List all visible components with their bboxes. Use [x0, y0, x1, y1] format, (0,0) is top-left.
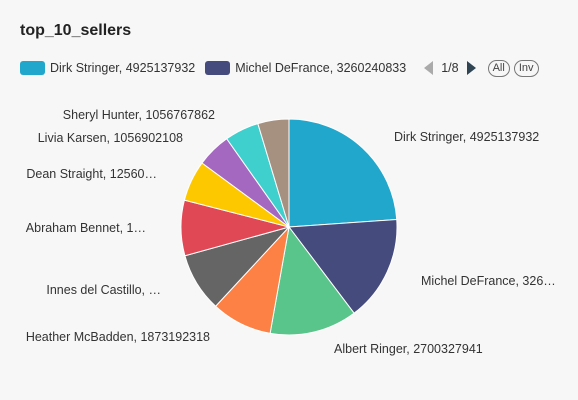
- chart-title: top_10_sellers: [20, 22, 132, 39]
- previous-page-icon[interactable]: [424, 61, 434, 75]
- slice-label: Sheryl Hunter, 1056767862: [63, 108, 215, 122]
- legend-swatch: [20, 61, 45, 75]
- slice-label: Innes del Castillo, …: [46, 283, 161, 297]
- pie-slice-michel-defrance[interactable]: [288, 218, 398, 314]
- select-all-button[interactable]: All: [487, 59, 510, 77]
- slice-label: Abraham Bennet, 1…: [26, 221, 146, 235]
- legend-pager: 1/8 All Inv: [422, 59, 539, 77]
- pie-slice-dirk-stringer[interactable]: [288, 118, 398, 228]
- slice-label: Albert Ringer, 2700327941: [334, 342, 483, 356]
- slice-label: Dirk Stringer, 4925137932: [394, 130, 539, 144]
- slice-label: Heather McBadden, 1873192318: [26, 330, 210, 344]
- legend-swatch: [205, 61, 231, 75]
- legend-label: Dirk Stringer, 4925137932: [50, 61, 196, 75]
- slice-label: Livia Karsen, 1056902108: [38, 131, 183, 145]
- pie-slice-others[interactable]: [257, 118, 290, 228]
- pie-slice-albert-ringer[interactable]: [269, 225, 355, 336]
- legend-label: Michel DeFrance, 3260240833: [235, 61, 407, 75]
- invert-selection-button[interactable]: Inv: [513, 59, 539, 77]
- legend-item-dirk-stringer[interactable]: Dirk Stringer, 4925137932: [20, 61, 195, 75]
- slice-label: Michel DeFrance, 326…: [421, 274, 556, 288]
- page-indicator: 1/8: [441, 61, 459, 75]
- legend-item-michel-defrance[interactable]: Michel DeFrance, 3260240833: [205, 61, 406, 75]
- slice-label: Dean Straight, 12560…: [26, 167, 157, 181]
- next-page-icon[interactable]: [466, 61, 476, 75]
- legend: Dirk Stringer, 4925137932 Michel DeFranc…: [20, 59, 539, 77]
